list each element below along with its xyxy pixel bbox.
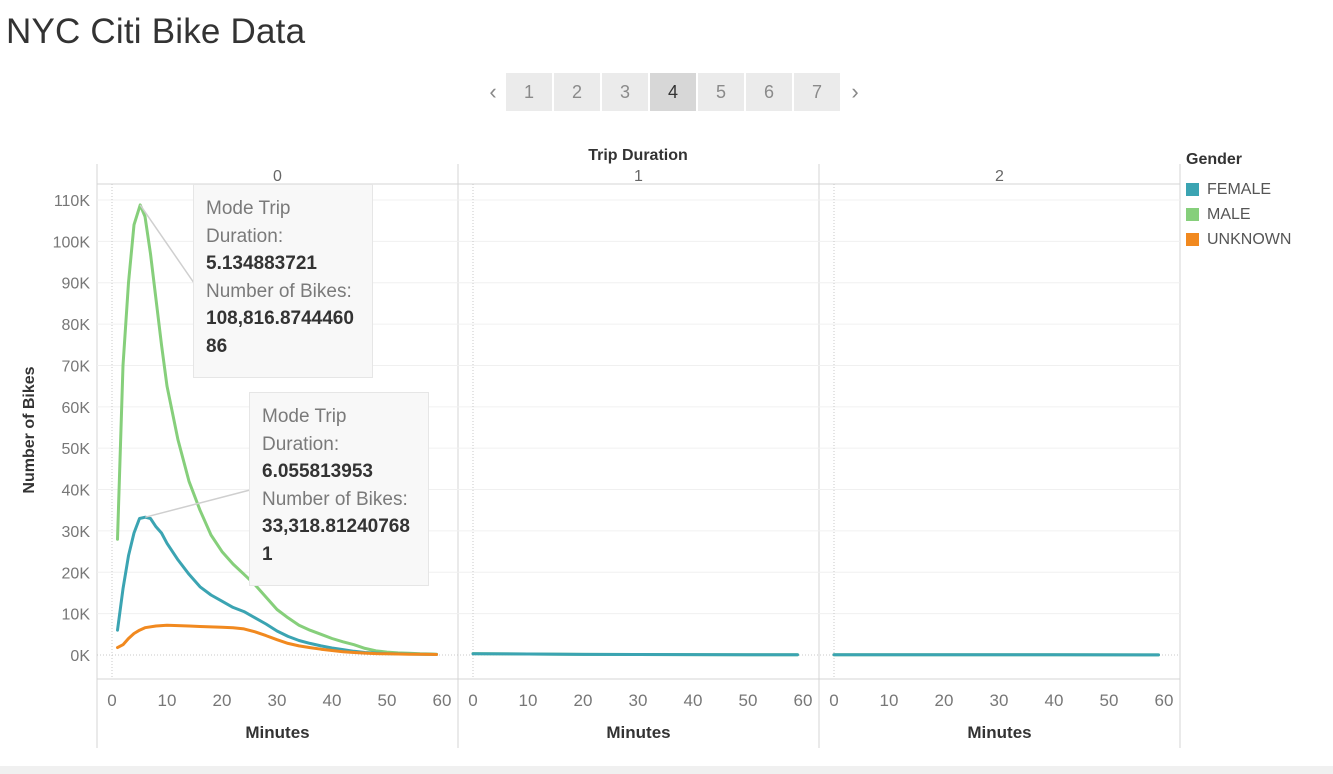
x-axis-label: Minutes (606, 723, 670, 742)
x-tick-label: 10 (880, 691, 899, 710)
annotation-label: Mode Trip Duration: (206, 198, 291, 247)
x-tick-label: 20 (574, 691, 593, 710)
y-tick-label: 80K (62, 317, 91, 334)
legend-title: Gender (1186, 151, 1243, 168)
page-button-6[interactable]: 6 (746, 73, 792, 111)
annotation-value: 6.055813953 (262, 461, 373, 482)
panel-label-2: 2 (995, 168, 1004, 185)
x-tick-label: 10 (519, 691, 538, 710)
x-tick-label: 60 (433, 691, 452, 710)
x-tick-label: 50 (378, 691, 397, 710)
page-button-7[interactable]: 7 (794, 73, 840, 111)
page-button-5[interactable]: 5 (698, 73, 744, 111)
y-tick-label: 90K (62, 276, 91, 293)
annotation-value: 5.134883721 (206, 253, 317, 274)
y-axis-label: Number of Bikes (21, 366, 38, 493)
y-tick-label: 0K (70, 648, 90, 665)
chevron-right-icon[interactable]: › (851, 79, 859, 104)
x-tick-label: 60 (794, 691, 813, 710)
page-title: NYC Citi Bike Data (6, 12, 306, 51)
annotation-value: 108,816.874446086 (206, 308, 354, 357)
page-button-1[interactable]: 1 (506, 73, 552, 111)
annotation-male-mode: Mode Trip Duration: 5.134883721 Number o… (193, 184, 373, 378)
y-tick-label: 60K (62, 400, 91, 417)
annotation-pointer (139, 204, 195, 284)
x-axis-label: Minutes (967, 723, 1031, 742)
page-button-2[interactable]: 2 (554, 73, 600, 111)
annotation-female-mode: Mode Trip Duration: 6.055813953 Number o… (249, 392, 429, 586)
x-tick-label: 40 (323, 691, 342, 710)
legend-label: MALE (1207, 205, 1251, 223)
y-tick-label: 100K (53, 234, 91, 251)
legend-item-female[interactable]: FEMALE (1186, 177, 1291, 202)
legend-label: UNKNOWN (1207, 230, 1292, 248)
legend-label: FEMALE (1207, 180, 1272, 198)
annotation-value: 33,318.812407681 (262, 516, 410, 565)
chevron-left-icon[interactable]: ‹ (489, 79, 497, 104)
x-tick-label: 40 (684, 691, 703, 710)
panel-label-0: 0 (273, 168, 282, 185)
x-tick-label: 20 (935, 691, 954, 710)
annotation-label: Number of Bikes: (262, 488, 408, 510)
legend-swatch (1186, 183, 1199, 196)
legend-item-male[interactable]: MALE (1186, 202, 1291, 227)
page-button-3[interactable]: 3 (602, 73, 648, 111)
series-line-unknown-panel-0 (116, 623, 438, 656)
legend: Gender FEMALE MALE UNKNOWN (1186, 151, 1291, 252)
column-header: Trip Duration (588, 147, 688, 164)
y-tick-label: 70K (62, 358, 91, 375)
x-tick-label: 30 (629, 691, 648, 710)
annotation-label: Mode Trip Duration: (262, 406, 347, 455)
y-tick-label: 40K (62, 483, 91, 500)
legend-items: FEMALE MALE UNKNOWN (1186, 177, 1291, 252)
y-tick-label: 30K (62, 524, 91, 541)
y-tick-label: 110K (54, 193, 91, 210)
x-tick-label: 50 (739, 691, 758, 710)
x-axis-label: Minutes (245, 723, 309, 742)
x-tick-label: 50 (1100, 691, 1119, 710)
legend-item-unknown[interactable]: UNKNOWN (1186, 227, 1291, 252)
panel-label-1: 1 (634, 168, 643, 185)
legend-swatch (1186, 208, 1199, 221)
legend-swatch (1186, 233, 1199, 246)
x-tick-label: 30 (268, 691, 287, 710)
annotation-label: Number of Bikes: (206, 280, 352, 302)
x-tick-label: 20 (213, 691, 232, 710)
footer-bar (0, 766, 1333, 774)
y-tick-label: 50K (62, 441, 91, 458)
x-tick-label: 0 (107, 691, 116, 710)
y-tick-label: 20K (62, 565, 91, 582)
annotation-pointer (145, 489, 251, 518)
x-tick-label: 60 (1155, 691, 1174, 710)
x-tick-label: 10 (158, 691, 177, 710)
x-tick-label: 30 (990, 691, 1009, 710)
series-line-female-panel-1 (471, 652, 799, 657)
page-button-4[interactable]: 4 (650, 73, 696, 111)
x-tick-label: 0 (468, 691, 477, 710)
series-line-male-panel-1 (471, 652, 799, 657)
x-tick-label: 40 (1045, 691, 1064, 710)
y-tick-label: 10K (62, 607, 91, 624)
x-tick-label: 0 (829, 691, 838, 710)
